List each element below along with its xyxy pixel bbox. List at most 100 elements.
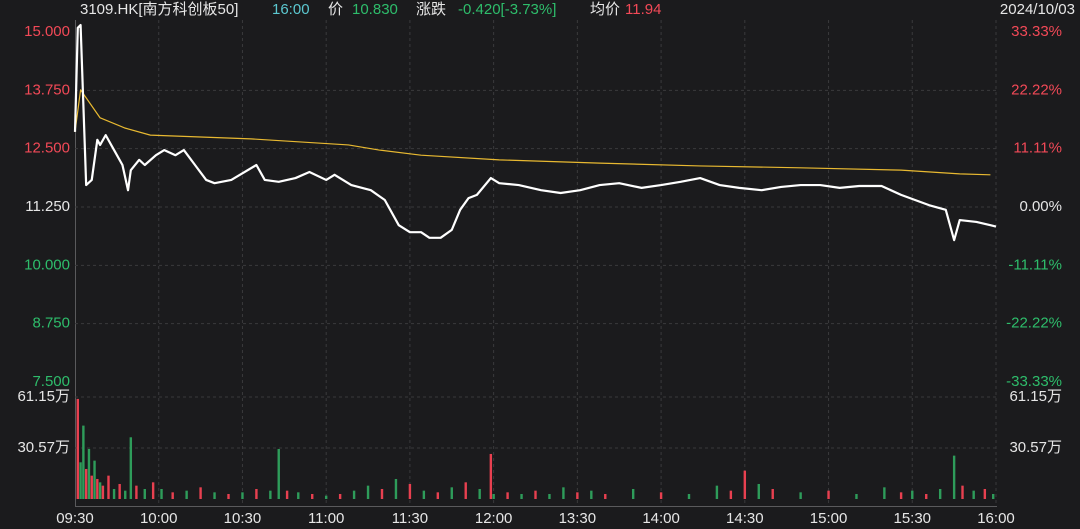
volume-bar [90,475,93,499]
y2-tick-label: 22.22% [1011,81,1062,98]
volume-bar [76,398,79,499]
volume-bar [98,482,102,499]
volume-bar [972,490,975,499]
volume-bar [408,483,412,499]
volume-tick-label: 61.15万 [17,388,70,405]
volume-bar [171,492,174,499]
y2-tick-label: 0.00% [1019,198,1062,215]
volume-bar [297,492,300,499]
volume-bar [952,455,956,499]
volume-bar [366,485,370,499]
volume-bar [84,468,88,499]
volume-bar [185,490,188,499]
y-tick-label: 15.000 [24,23,70,40]
y-tick-label: 13.750 [24,81,70,98]
volume-bar [771,488,774,499]
volume-bar [269,490,272,499]
volume-bar [143,488,146,499]
avg: 11.94 [625,1,661,18]
volume-bar [241,492,244,499]
volume-bar [729,490,733,499]
volume-bar [757,483,760,499]
volume-bar [992,493,995,499]
volume-bar [520,493,523,499]
x-tick-label: 10:00 [140,510,178,527]
y2-tick-label: 11.11% [1013,140,1062,157]
change: -0.420[-3.73%] [458,1,556,18]
volume-bar [492,493,495,499]
y-tick-label: 11.250 [25,198,70,215]
volume-bar [489,453,493,499]
volume-bar [227,493,230,499]
volume-bar [93,460,96,499]
volume-bar [380,488,384,499]
volume-bar [82,425,85,499]
x-tick-label: 14:00 [642,510,680,527]
y2-tick-label: -33.33% [1006,373,1062,390]
volume-bar [506,492,509,499]
y2-tick-label: 33.33% [1011,23,1062,40]
volume-bar [394,478,398,499]
volume-bar [659,492,663,499]
symbol: 3109.HK[南方科创板50] [80,0,238,18]
y2-tick-label: -22.22% [1006,315,1062,332]
volume-bar [534,490,537,499]
volume-bar [199,487,202,499]
x-tick-label: 13:30 [559,510,597,527]
volume-bar [855,493,858,499]
volume-bar [883,487,886,499]
x-tick-label: 09:30 [56,510,94,527]
volume-bar [285,490,289,499]
y-tick-label: 12.500 [24,140,70,157]
x-tick-label: 10:30 [224,510,262,527]
x-tick-label: 11:00 [308,510,344,527]
volume-bar [899,492,903,499]
volume-bar [743,470,747,499]
time: 16:00 [272,1,310,18]
volume-bar [631,488,635,499]
volume-bar [464,482,467,499]
volume-bar [79,462,82,499]
y-tick-label: 7.500 [32,373,70,390]
volume-bar [135,485,138,499]
volume-bar [277,448,280,499]
volume-bar [338,493,342,499]
y-tick-label: 8.750 [32,315,70,332]
avg-label: 均价 [590,1,620,18]
volume-tick-label: 30.57万 [1009,439,1062,456]
volume-bar [925,493,928,499]
volume-bar [213,492,216,499]
x-tick-label: 15:00 [810,510,848,527]
volume-tick-label: 61.15万 [1009,388,1062,405]
x-tick-label: 16:00 [977,510,1015,527]
volume-bar [799,492,802,499]
volume-bar [324,495,328,499]
volume-bar [101,485,105,499]
x-tick-label: 15:30 [893,510,931,527]
volume-bar [478,488,481,499]
volume-bar [255,488,258,499]
volume-bar [961,485,964,499]
volume-bar [436,492,440,499]
volume-bar [604,493,607,499]
volume-bar [576,492,579,499]
volume-bar [983,488,987,499]
volume-bar [112,488,116,499]
volume-bar [687,493,691,499]
volume-bar [715,485,719,499]
price-line [74,89,991,176]
volume-bar [548,493,551,499]
price-line [73,23,997,242]
y-tick-label: 10.000 [24,256,70,273]
volume-bar [911,490,914,499]
volume-bar [124,490,127,499]
y2-tick-label: -11.11% [1008,256,1062,273]
x-tick-label: 14:30 [726,510,764,527]
x-tick-label: 12:00 [475,510,513,527]
volume-bar [450,487,453,499]
volume-bar [107,475,110,499]
x-tick-label: 11:30 [392,510,428,527]
price-label: 价 [328,1,343,18]
